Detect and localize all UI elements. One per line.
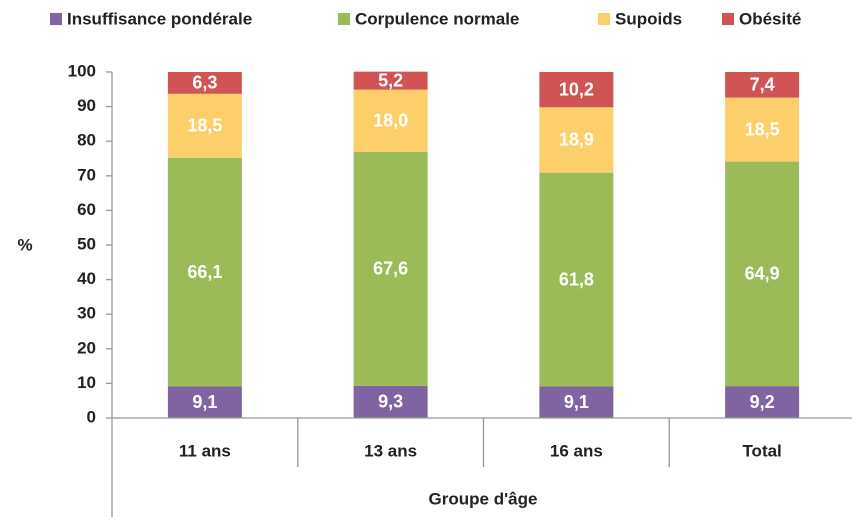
bar-segment [353, 385, 428, 418]
y-tick-label: 80 [77, 131, 96, 150]
bar-segment [167, 72, 242, 94]
legend-label: Supoids [615, 9, 682, 28]
data-label: 64,9 [745, 264, 780, 284]
y-tick-label: 20 [77, 338, 96, 357]
legend-swatch [338, 13, 350, 25]
data-label: 10,2 [559, 79, 594, 99]
data-label: 18,5 [745, 119, 780, 139]
bar-segment [167, 157, 242, 387]
bar-segment [353, 151, 428, 386]
y-tick-label: 30 [77, 304, 96, 323]
legend-swatch [50, 13, 62, 25]
x-tick-label: 13 ans [364, 441, 417, 460]
bar-segment [725, 72, 800, 98]
x-tick-label: Total [742, 441, 781, 460]
bar-segment [725, 386, 800, 418]
data-label: 6,3 [192, 73, 217, 93]
bar-segment [167, 386, 242, 418]
data-label: 5,2 [378, 70, 403, 90]
x-axis-label: Groupe d'âge [429, 489, 538, 508]
bar-segment [353, 71, 428, 90]
bar-segment [167, 93, 242, 158]
legend-label: Corpulence normale [355, 9, 519, 28]
data-label: 7,4 [750, 75, 775, 95]
y-tick-label: 70 [77, 165, 96, 184]
legend-label: Obésité [739, 9, 801, 28]
x-tick-label: 11 ans [179, 441, 231, 460]
bar-segment [539, 386, 614, 418]
y-tick-label: 60 [77, 200, 96, 219]
y-axis-label: % [17, 235, 32, 254]
data-label: 61,8 [559, 269, 594, 289]
bar-segment [353, 89, 428, 152]
bar-segment [539, 172, 614, 387]
data-label: 9,3 [378, 392, 403, 412]
data-label: 18,0 [373, 111, 408, 131]
y-tick-label: 90 [77, 96, 96, 115]
y-tick-label: 40 [77, 269, 96, 288]
data-label: 18,5 [187, 116, 222, 136]
y-tick-label: 50 [77, 234, 96, 253]
y-tick-label: 10 [77, 373, 96, 392]
y-tick-label: 100 [68, 61, 96, 80]
y-tick-label: 0 [87, 407, 96, 426]
data-label: 9,2 [750, 392, 775, 412]
data-label: 9,1 [192, 392, 217, 412]
bar-segment [539, 107, 614, 173]
bar-segment [539, 72, 614, 108]
data-label: 9,1 [564, 392, 589, 412]
bar-segment [725, 161, 800, 387]
data-label: 67,6 [373, 259, 408, 279]
legend-swatch [722, 13, 734, 25]
legend-swatch [598, 13, 610, 25]
data-label: 66,1 [187, 262, 222, 282]
legend-label: Insuffisance pondérale [67, 9, 252, 28]
data-label: 18,9 [559, 130, 594, 150]
bar-segment [725, 97, 800, 162]
x-tick-label: 16 ans [550, 441, 603, 460]
